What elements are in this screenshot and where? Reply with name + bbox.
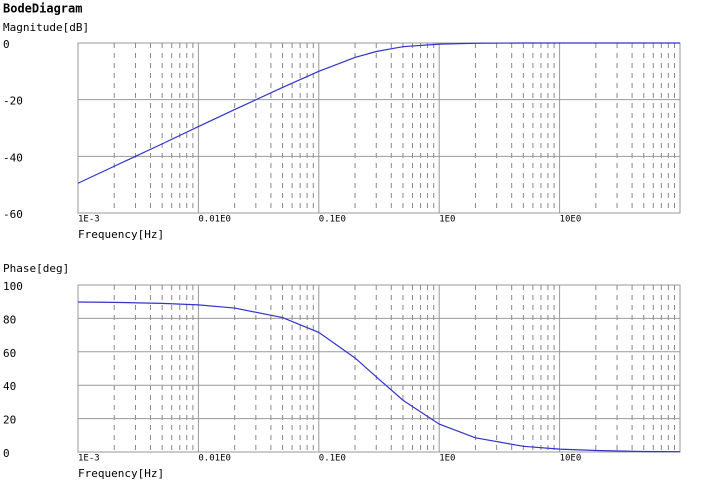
y-tick-label: 40	[3, 380, 16, 393]
x-tick-label: 1E-3	[78, 454, 100, 464]
x-axis-label: Frequency[Hz]	[78, 467, 164, 480]
data-line	[77, 301, 681, 453]
x-tick-label: 0.1E0	[319, 454, 346, 464]
x-tick-label: 1E0	[439, 215, 455, 225]
x-tick-label: 1E-3	[78, 215, 100, 225]
y-tick-label: 0	[3, 38, 10, 51]
y-tick-label: 0	[3, 447, 10, 460]
y-tick-label: -20	[3, 95, 23, 108]
y-tick-label: -40	[3, 151, 23, 164]
plot-area	[77, 42, 681, 214]
x-tick-label: 0.01E0	[198, 454, 231, 464]
plot-area	[77, 284, 681, 453]
y-axis-label: Phase[deg]	[3, 262, 69, 275]
x-tick-label: 10E0	[560, 215, 582, 225]
x-tick-label: 0.01E0	[198, 215, 231, 225]
x-tick-label: 0.1E0	[319, 215, 346, 225]
data-line	[77, 42, 680, 184]
y-tick-label: -60	[3, 208, 23, 221]
y-tick-label: 60	[3, 347, 16, 360]
y-tick-label: 100	[3, 280, 23, 293]
x-axis-label: Frequency[Hz]	[78, 228, 164, 241]
y-tick-label: 80	[3, 313, 16, 326]
x-tick-label: 1E0	[439, 454, 455, 464]
y-axis-label: Magnitude[dB]	[3, 21, 89, 34]
chart-title: BodeDiagram	[3, 2, 82, 16]
x-tick-label: 10E0	[560, 454, 582, 464]
y-tick-label: 20	[3, 414, 16, 427]
